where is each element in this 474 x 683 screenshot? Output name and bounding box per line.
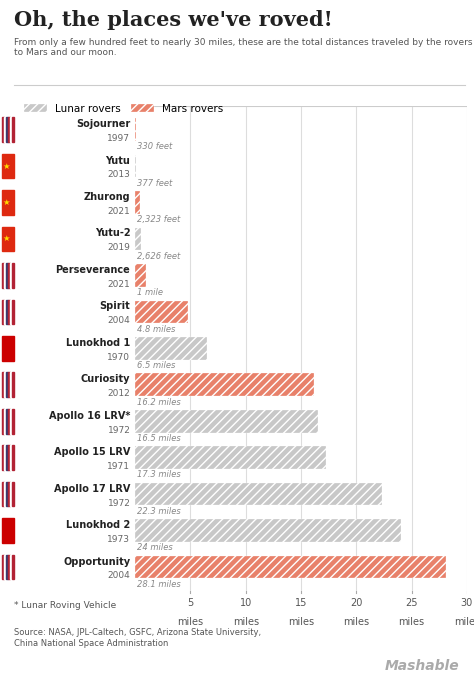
Text: * Lunar Roving Vehicle: * Lunar Roving Vehicle xyxy=(14,601,117,610)
Text: 1972: 1972 xyxy=(108,426,130,434)
Bar xyxy=(135,374,314,396)
Bar xyxy=(135,118,136,141)
Bar xyxy=(135,227,141,250)
Text: 28.1 miles: 28.1 miles xyxy=(137,580,181,589)
Text: 1972: 1972 xyxy=(108,499,130,507)
Legend: Lunar rovers, Mars rovers: Lunar rovers, Mars rovers xyxy=(19,100,228,117)
Bar xyxy=(135,519,401,542)
Bar xyxy=(135,155,136,178)
Text: Zhurong: Zhurong xyxy=(84,192,130,202)
Text: 20: 20 xyxy=(350,598,363,608)
Text: 16.2 miles: 16.2 miles xyxy=(137,398,181,406)
Bar xyxy=(135,556,446,579)
Text: Perseverance: Perseverance xyxy=(55,265,130,275)
Text: Mashable: Mashable xyxy=(385,659,460,673)
Text: Lunokhod 1: Lunokhod 1 xyxy=(66,338,130,348)
Text: 330 feet: 330 feet xyxy=(137,142,172,152)
Bar xyxy=(135,483,382,505)
Text: From only a few hundred feet to nearly 30 miles, these are the total distances t: From only a few hundred feet to nearly 3… xyxy=(14,38,474,57)
Text: Apollo 16 LRV*: Apollo 16 LRV* xyxy=(49,410,130,421)
Bar xyxy=(135,264,146,287)
Text: 17.3 miles: 17.3 miles xyxy=(137,471,181,479)
Text: 1971: 1971 xyxy=(107,462,130,471)
Text: Apollo 17 LRV: Apollo 17 LRV xyxy=(54,484,130,494)
Text: Spirit: Spirit xyxy=(100,301,130,311)
Bar xyxy=(135,410,318,432)
Text: 4.8 miles: 4.8 miles xyxy=(137,324,175,333)
Text: miles: miles xyxy=(233,617,259,627)
Text: 2004: 2004 xyxy=(108,572,130,581)
Bar xyxy=(135,447,327,469)
Text: 5: 5 xyxy=(187,598,193,608)
Text: 25: 25 xyxy=(405,598,418,608)
Text: 16.5 miles: 16.5 miles xyxy=(137,434,181,443)
Text: 22.3 miles: 22.3 miles xyxy=(137,507,181,516)
Text: 2021: 2021 xyxy=(108,207,130,216)
Text: miles: miles xyxy=(454,617,474,627)
Text: 2,626 feet: 2,626 feet xyxy=(137,252,180,261)
Text: Source: NASA, JPL-Caltech, GSFC, Arizona State University,
China National Space : Source: NASA, JPL-Caltech, GSFC, Arizona… xyxy=(14,628,261,647)
Text: miles: miles xyxy=(288,617,314,627)
Text: 15: 15 xyxy=(295,598,307,608)
Text: 2,323 feet: 2,323 feet xyxy=(137,215,180,224)
Text: 377 feet: 377 feet xyxy=(137,179,172,188)
Text: 24 miles: 24 miles xyxy=(137,544,173,553)
Text: miles: miles xyxy=(343,617,369,627)
Text: 2019: 2019 xyxy=(108,243,130,252)
Text: 1973: 1973 xyxy=(107,535,130,544)
Text: Apollo 15 LRV: Apollo 15 LRV xyxy=(54,447,130,457)
Text: 1970: 1970 xyxy=(107,352,130,362)
Text: 10: 10 xyxy=(239,598,252,608)
Text: 2021: 2021 xyxy=(108,280,130,289)
Text: Oh, the places we've roved!: Oh, the places we've roved! xyxy=(14,10,333,30)
Text: ★: ★ xyxy=(2,198,10,207)
Text: ★: ★ xyxy=(2,234,10,243)
Text: Lunokhod 2: Lunokhod 2 xyxy=(66,520,130,530)
Text: 6.5 miles: 6.5 miles xyxy=(137,361,175,370)
Text: 2012: 2012 xyxy=(108,389,130,398)
Text: Yutu-2: Yutu-2 xyxy=(95,229,130,238)
Text: miles: miles xyxy=(177,617,203,627)
Bar xyxy=(135,191,140,214)
Text: 30: 30 xyxy=(461,598,473,608)
Text: 2013: 2013 xyxy=(108,170,130,180)
Text: Sojourner: Sojourner xyxy=(76,119,130,129)
Text: Curiosity: Curiosity xyxy=(81,374,130,385)
Text: Opportunity: Opportunity xyxy=(63,557,130,567)
Text: miles: miles xyxy=(399,617,425,627)
Text: 2004: 2004 xyxy=(108,316,130,325)
Text: Yutu: Yutu xyxy=(106,156,130,165)
Text: 1 mile: 1 mile xyxy=(137,288,163,297)
Bar xyxy=(135,301,188,323)
Text: ★: ★ xyxy=(2,161,10,171)
Bar xyxy=(135,337,207,360)
Text: 1997: 1997 xyxy=(107,134,130,143)
